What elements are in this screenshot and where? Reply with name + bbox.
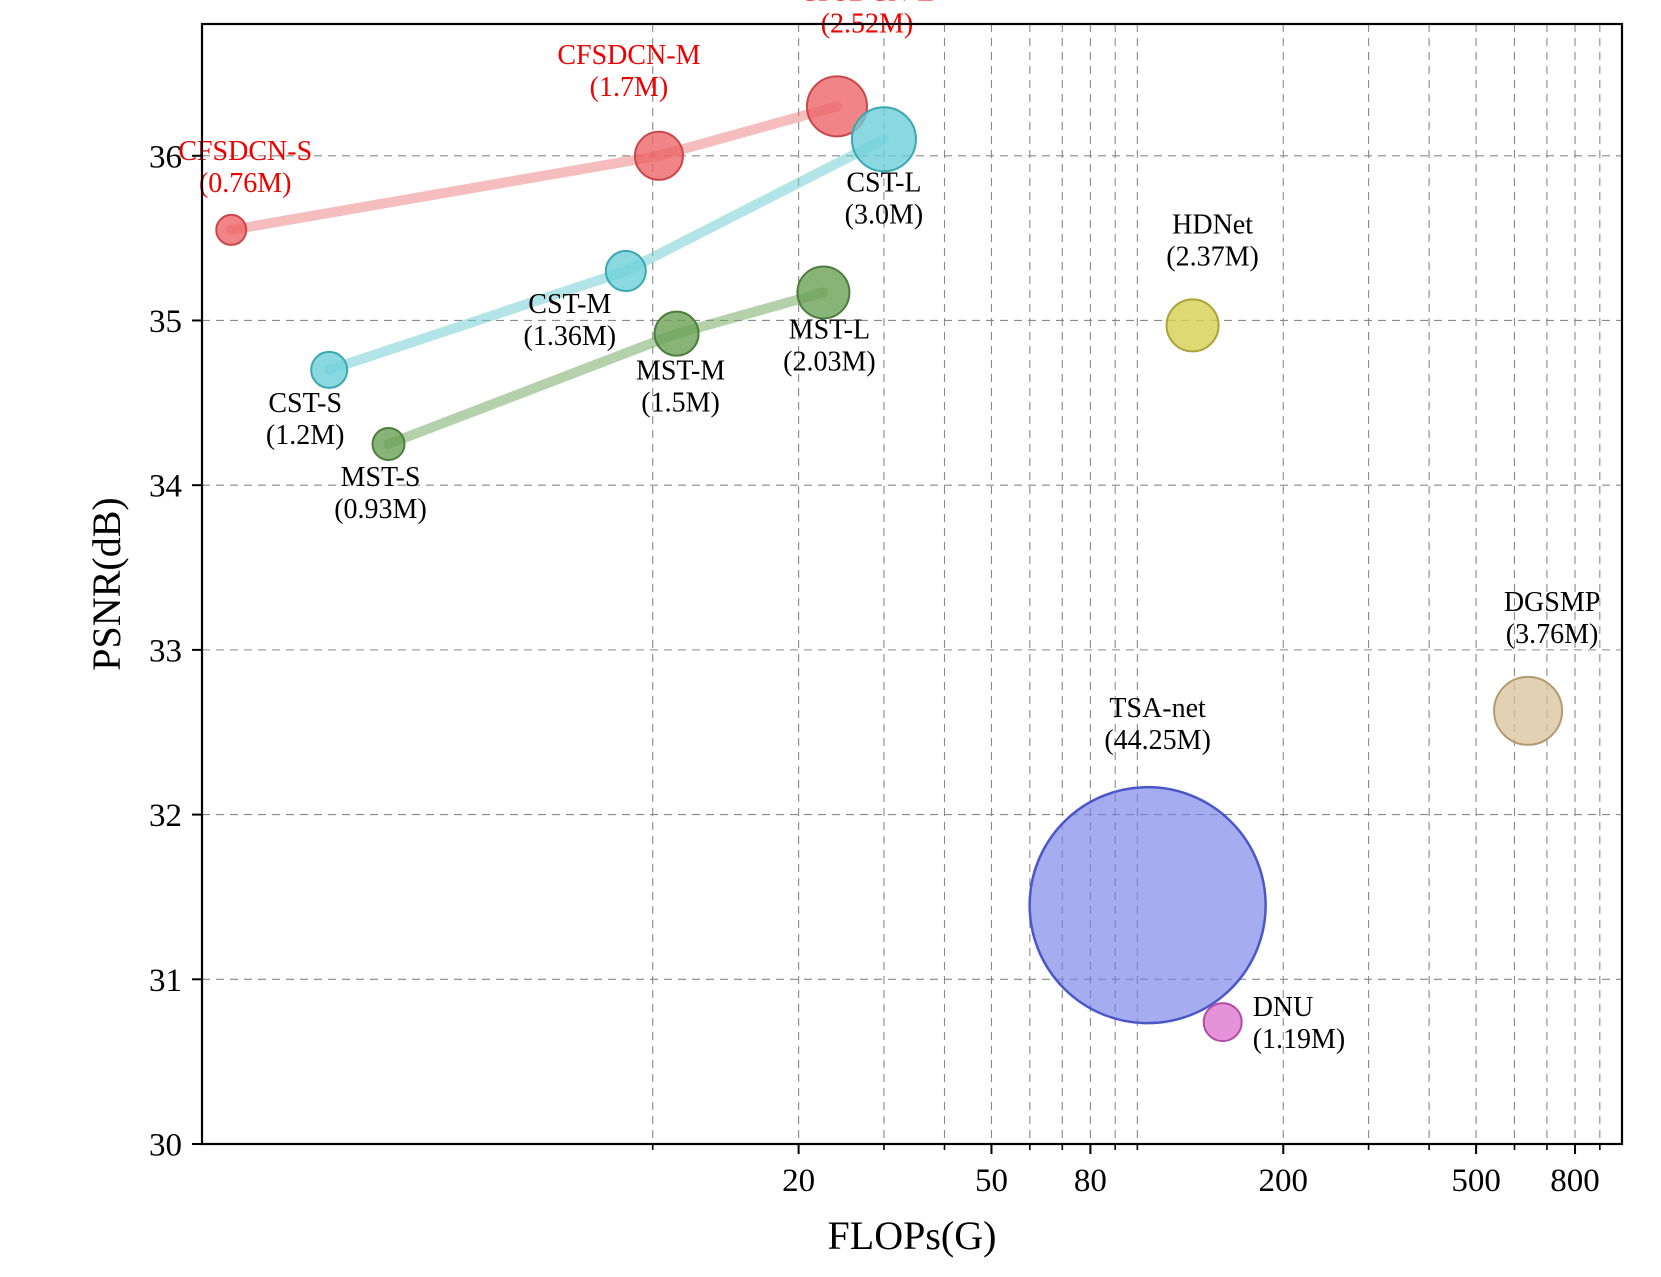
point-tsanet	[1030, 787, 1266, 1023]
svg-text:MST-L: MST-L	[789, 314, 870, 345]
svg-text:CFSDCN-L: CFSDCN-L	[799, 0, 934, 7]
label-cst-s: CST-S(1.2M)	[266, 388, 345, 451]
label-cst-m: CST-M(1.36M)	[524, 289, 617, 352]
svg-text:(1.36M): (1.36M)	[524, 321, 617, 352]
svg-text:CFSDCN-S: CFSDCN-S	[178, 136, 312, 167]
label-tsanet: TSA-net(44.25M)	[1104, 693, 1211, 756]
ytick-label: 36	[149, 139, 182, 175]
point-cst-s	[311, 352, 347, 388]
xtick-label: 80	[1074, 1163, 1107, 1199]
ytick-label: 35	[149, 304, 182, 340]
xtick-label: 20	[782, 1163, 815, 1199]
label-mst-s: MST-S(0.93M)	[334, 462, 427, 525]
ytick-label: 30	[149, 1128, 182, 1164]
svg-text:CST-M: CST-M	[528, 289, 611, 320]
point-mst-s	[373, 428, 405, 460]
label-cst-l: CST-L(3.0M)	[845, 167, 924, 230]
label-dgsmp: DGSMP(3.76M)	[1504, 587, 1600, 650]
point-cst-m	[606, 251, 646, 291]
svg-text:(1.7M): (1.7M)	[590, 72, 669, 103]
svg-text:HDNet: HDNet	[1172, 209, 1253, 240]
svg-text:(1.19M): (1.19M)	[1253, 1024, 1346, 1055]
svg-text:TSA-net: TSA-net	[1109, 693, 1206, 724]
svg-text:(1.2M): (1.2M)	[266, 420, 345, 451]
xtick-label: 200	[1259, 1163, 1309, 1199]
label-mst-l: MST-L(2.03M)	[783, 314, 876, 377]
svg-text:(1.5M): (1.5M)	[641, 388, 720, 419]
svg-text:(0.76M): (0.76M)	[199, 168, 292, 199]
svg-text:CFSDCN-M: CFSDCN-M	[557, 40, 700, 71]
xtick-label: 50	[975, 1163, 1008, 1199]
xtick-label: 500	[1451, 1163, 1501, 1199]
ytick-label: 32	[149, 798, 182, 834]
chart-container: CFSDCN-S(0.76M) CFSDCN-M(1.7M) CFSDCN-L (2.…	[0, 0, 1661, 1277]
svg-text:DGSMP: DGSMP	[1504, 587, 1600, 618]
point-cfsdcn-m	[635, 132, 683, 180]
ytick-label: 34	[149, 469, 182, 505]
point-hdnet	[1167, 299, 1219, 351]
point-mst-l	[797, 266, 849, 318]
x-axis-label: FLOPs(G)	[828, 1213, 997, 1258]
label-mst-m: MST-M(1.5M)	[636, 356, 725, 419]
svg-text:(2.37M): (2.37M)	[1166, 241, 1259, 272]
point-cst-l	[852, 107, 916, 171]
svg-text:MST-M: MST-M	[636, 356, 725, 387]
xtick-label: 800	[1550, 1163, 1600, 1199]
y-axis-label: PSNR(dB)	[84, 497, 129, 670]
point-dnu	[1204, 1003, 1242, 1041]
svg-text:(2.03M): (2.03M)	[783, 346, 876, 377]
svg-text:CST-L: CST-L	[846, 167, 921, 198]
bubble-chart: CFSDCN-S(0.76M) CFSDCN-M(1.7M) CFSDCN-L (2.…	[0, 0, 1661, 1277]
point-mst-m	[655, 312, 699, 356]
svg-text:DNU: DNU	[1253, 992, 1314, 1023]
svg-text:(3.76M): (3.76M)	[1506, 619, 1599, 650]
ytick-label: 33	[149, 633, 182, 669]
label-hdnet: HDNet(2.37M)	[1166, 209, 1259, 272]
point-dgsmp	[1494, 677, 1562, 745]
svg-text:(3.0M): (3.0M)	[845, 199, 924, 230]
svg-text:(44.25M): (44.25M)	[1104, 725, 1211, 756]
svg-text:(0.93M): (0.93M)	[334, 494, 427, 525]
svg-text:MST-S: MST-S	[341, 462, 421, 493]
point-cfsdcn-s	[216, 215, 246, 245]
svg-text:CST-S: CST-S	[268, 388, 342, 419]
ytick-label: 31	[149, 963, 182, 999]
